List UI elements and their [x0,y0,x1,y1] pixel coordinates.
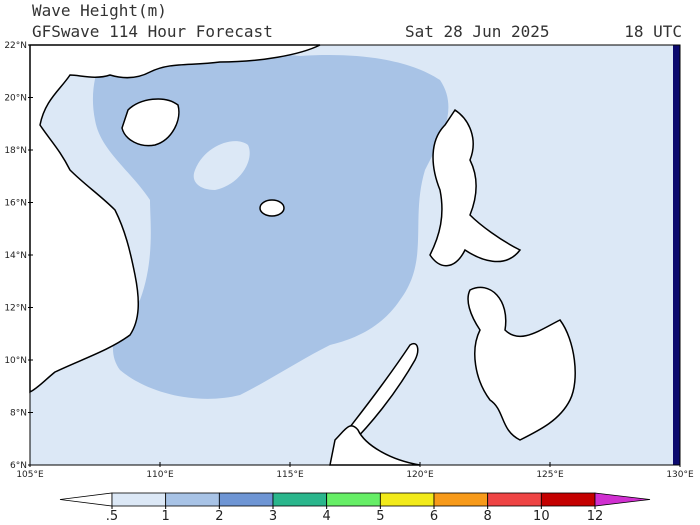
colorbar-label: 1 [162,509,170,524]
lon-label: 130°E [666,470,694,480]
lon-label: 105°E [16,470,44,480]
colorbar-label: 4 [323,509,331,524]
colorbar-label: 6 [430,509,438,524]
island-mindanao-visayas [467,286,576,441]
lat-label: 16°N [4,199,27,209]
lon-label: 115°E [276,470,304,480]
subtitle: GFSwave 114 Hour Forecast [32,22,273,41]
colorbar-label: 10 [533,509,550,524]
colorbar-segment [433,492,489,507]
colorbar-segment [272,492,328,507]
lon-label: 125°E [536,470,564,480]
lon-label: 120°E [406,470,434,480]
lat-label: 12°N [4,304,27,314]
colorbar-segment [487,492,542,507]
colorbar-label: 3 [269,509,277,524]
colorbar-label: 2 [215,509,223,524]
lat-label: 22°N [4,41,27,51]
title: Wave Height(m) [32,1,167,20]
lat-label: 8°N [10,409,27,419]
island-palawan [338,343,419,446]
colorbar-label: 5 [376,509,384,524]
colorbar-segment [540,492,596,507]
map [29,44,681,466]
colorbar-segment [379,492,435,507]
lat-label: 10°N [4,356,27,366]
colorbar-label: .5 [106,509,118,524]
time: 18 UTC [624,22,682,41]
lon-label: 110°E [146,470,174,480]
colorbar-label: 8 [484,509,492,524]
island-luzon [429,108,522,267]
lat-label: 6°N [10,461,27,471]
colorbar-segment [111,492,167,507]
lat-label: 14°N [4,251,27,261]
edge-bar [673,45,680,465]
colorbar-triangle [59,492,113,507]
colorbar-segment [165,492,220,507]
colorbar-triangle [594,492,651,507]
island-hainan [121,98,180,147]
lat-label: 18°N [4,146,27,156]
wave-region [92,52,449,399]
wave-region-hole [193,141,250,190]
date: Sat 28 Jun 2025 [405,22,550,41]
colorbar-label: 12 [587,509,604,524]
lat-label: 20°N [4,94,27,104]
colorbar-segment [326,492,381,507]
colorbar-segment [218,492,274,507]
island-borneo [329,425,421,466]
island-paracel [259,199,285,217]
mainland-coast [29,44,321,394]
